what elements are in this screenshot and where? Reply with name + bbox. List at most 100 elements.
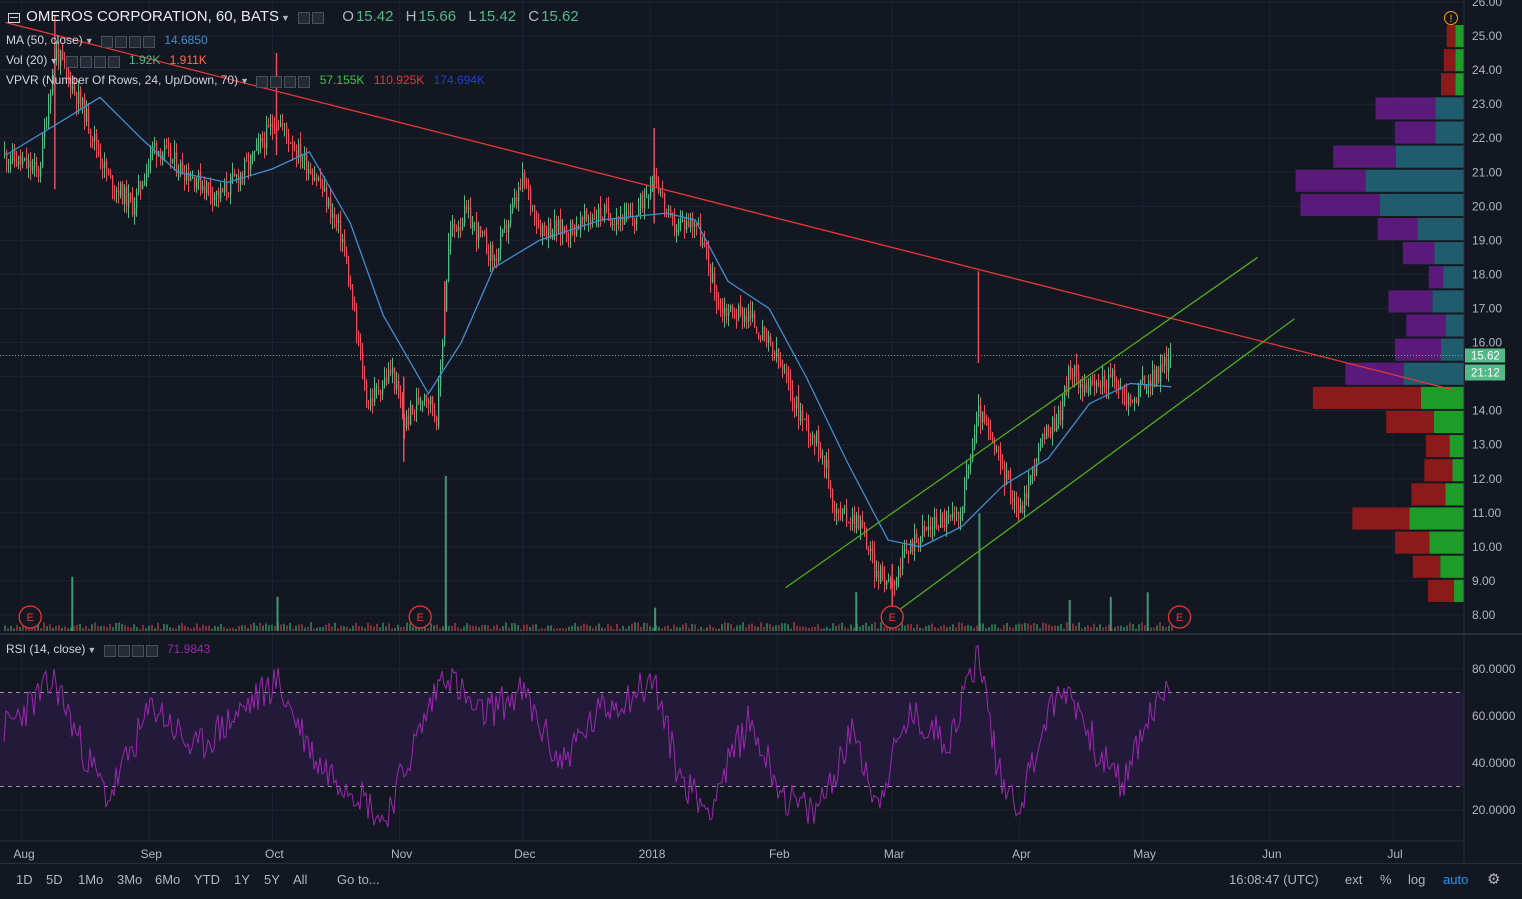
candle-body xyxy=(1106,386,1108,389)
volume-bar xyxy=(1018,623,1020,631)
symbol-legend: OMEROS CORPORATION, 60, BATS ▼ O 15.42 H 15… xyxy=(26,8,579,26)
tf-1d[interactable]: 1D xyxy=(16,872,33,887)
candle-body xyxy=(448,244,450,281)
candle-body xyxy=(734,310,736,318)
tf-1y[interactable]: 1Y xyxy=(234,872,250,887)
legend-buttons[interactable] xyxy=(65,54,122,68)
volume-bar xyxy=(853,627,855,631)
candle-body xyxy=(972,446,974,461)
legend-buttons[interactable] xyxy=(103,643,160,657)
candle-body xyxy=(362,353,364,377)
volume-bar xyxy=(976,625,978,631)
alert-icon[interactable]: ! xyxy=(1444,11,1458,25)
tf-ytd[interactable]: YTD xyxy=(194,872,220,887)
percent-toggle[interactable]: % xyxy=(1380,872,1392,887)
volume-bar xyxy=(640,626,642,631)
candle-body xyxy=(1110,374,1112,377)
y-tick-label: 10.00 xyxy=(1472,540,1502,554)
volume-bar xyxy=(982,623,984,631)
candle-body xyxy=(604,205,606,221)
candle-body xyxy=(1112,369,1114,377)
symbol-title[interactable]: OMEROS CORPORATION, 60, BATS xyxy=(26,8,279,25)
legend-buttons[interactable] xyxy=(256,74,312,88)
candle-body xyxy=(232,173,234,177)
candle-body xyxy=(1170,353,1172,360)
candle-body xyxy=(1066,386,1068,392)
tf-3mo[interactable]: 3Mo xyxy=(117,872,143,887)
volume-bar xyxy=(205,626,207,631)
volume-bar xyxy=(538,628,540,631)
legend-buttons[interactable] xyxy=(100,34,157,48)
chevron-down-icon[interactable]: ▼ xyxy=(281,13,290,23)
log-toggle[interactable]: log xyxy=(1408,872,1426,887)
volume-bar xyxy=(511,623,513,631)
volume-bar xyxy=(184,625,186,631)
x-tick-label: Apr xyxy=(1012,847,1031,861)
ext-toggle[interactable]: ext xyxy=(1345,872,1363,887)
volume-bar xyxy=(616,623,618,631)
candle-body xyxy=(124,186,126,204)
tf-6mo[interactable]: 6Mo xyxy=(155,872,181,887)
candle-body xyxy=(108,172,110,175)
candle-body xyxy=(140,181,142,189)
volume-bar xyxy=(127,626,129,631)
candle-body xyxy=(582,217,584,221)
candle-body xyxy=(316,178,318,181)
volume-bar xyxy=(502,625,504,631)
candle-body xyxy=(676,229,678,233)
candle-body xyxy=(406,415,408,428)
volume-bar xyxy=(313,628,315,631)
candle-body xyxy=(1096,382,1098,386)
volume-bar xyxy=(598,623,600,631)
candle-body xyxy=(954,512,956,514)
volume-bar xyxy=(823,628,825,631)
x-tick-label: May xyxy=(1133,847,1156,861)
volume-profile-up-bar xyxy=(1455,24,1464,48)
candle-body xyxy=(98,147,100,154)
candle-body xyxy=(870,548,872,552)
candle-body xyxy=(278,125,280,127)
goto-button[interactable]: Go to... xyxy=(337,872,380,887)
candle-body xyxy=(226,183,228,194)
candle-body xyxy=(738,305,740,319)
candle-body xyxy=(668,208,670,211)
candle-body xyxy=(166,145,168,147)
x-tick-label: Jun xyxy=(1262,847,1281,861)
volume-bar xyxy=(217,626,219,631)
volume-bar xyxy=(352,625,354,631)
tf-all[interactable]: All xyxy=(293,872,308,887)
volume-profile-down-bar xyxy=(1345,362,1404,385)
candle-body xyxy=(712,272,714,283)
tf-5y[interactable]: 5Y xyxy=(264,872,280,887)
candle-body xyxy=(822,455,824,457)
candle-body xyxy=(848,521,850,524)
volume-bar xyxy=(643,622,645,631)
tf-5d[interactable]: 5D xyxy=(46,872,63,887)
volume-bar xyxy=(37,622,39,631)
legend-buttons[interactable] xyxy=(298,9,326,26)
candle-body xyxy=(646,196,648,198)
gear-icon[interactable]: ⚙ xyxy=(1487,871,1501,888)
tf-1mo[interactable]: 1Mo xyxy=(78,872,104,887)
volume-bar xyxy=(961,623,963,631)
candle-body xyxy=(1108,374,1110,389)
auto-toggle[interactable]: auto xyxy=(1443,872,1469,887)
candle-body xyxy=(606,205,608,208)
candle-body xyxy=(208,182,210,186)
volume-bar xyxy=(550,625,552,631)
menu-icon[interactable] xyxy=(8,13,20,23)
candle-body xyxy=(368,405,370,407)
candle-body xyxy=(298,143,300,158)
vol-value: 1.92K xyxy=(128,53,161,67)
volume-bar xyxy=(1108,624,1110,631)
volume-bar xyxy=(712,627,714,631)
candle-body xyxy=(1142,376,1144,381)
candle-body xyxy=(1138,386,1140,404)
candle-body xyxy=(918,541,920,546)
volume-bar xyxy=(745,627,747,631)
candle-body xyxy=(838,509,840,512)
candle-body xyxy=(756,327,758,333)
candle-body xyxy=(366,382,368,406)
candle-body xyxy=(258,142,260,144)
